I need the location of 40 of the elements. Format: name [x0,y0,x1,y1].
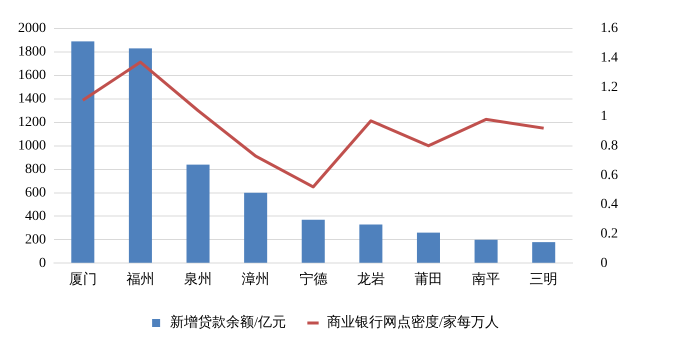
y2-tick-label: 1.6 [600,21,618,36]
y-tick-label: 800 [25,162,46,177]
x-tick-label: 莆田 [414,271,442,288]
x-tick-label: 厦门 [68,271,97,288]
x-tick-label: 福州 [126,271,154,288]
legend-label: 商业银行网点密度/家每万人 [327,314,499,331]
y-tick-label: 400 [25,208,46,224]
y2-tick-label: 1.4 [600,50,618,66]
x-tick-label: 南平 [472,271,500,288]
y-tick-label: 1600 [18,68,46,84]
x-tick-label: 泉州 [184,271,212,288]
y-tick-label: 0 [39,256,46,271]
y-tick-label: 200 [25,232,46,248]
y-tick-label: 2000 [18,21,46,36]
y-tick-label: 1000 [18,138,46,154]
x-tick-label: 三明 [530,272,558,288]
bar [244,192,268,263]
bar [532,242,556,263]
bar [302,220,325,263]
y2-tick-label: 0.4 [600,197,618,212]
y2-tick-label: 0 [600,256,608,271]
bar [71,41,94,263]
y2-tick-label: 0.6 [600,168,618,183]
bar [416,232,440,263]
y-tick-label: 1200 [18,114,46,130]
y2-tick-label: 1.2 [600,80,618,95]
x-tick-label: 宁德 [299,271,328,288]
bar [186,164,210,263]
x-tick-label: 龙岩 [356,271,385,288]
y2-tick-label: 0.8 [600,138,618,154]
y2-tick-label: 1 [600,109,608,124]
bar [474,240,498,263]
bar [359,224,382,263]
x-tick-label: 漳州 [242,271,270,288]
y-tick-label: 1400 [18,92,46,107]
legend-label: 新增贷款余额/亿元 [170,314,286,331]
y-tick-label: 1800 [18,44,46,60]
y-tick-label: 600 [25,185,46,200]
bar [128,48,152,263]
y2-tick-label: 0.2 [600,226,618,242]
